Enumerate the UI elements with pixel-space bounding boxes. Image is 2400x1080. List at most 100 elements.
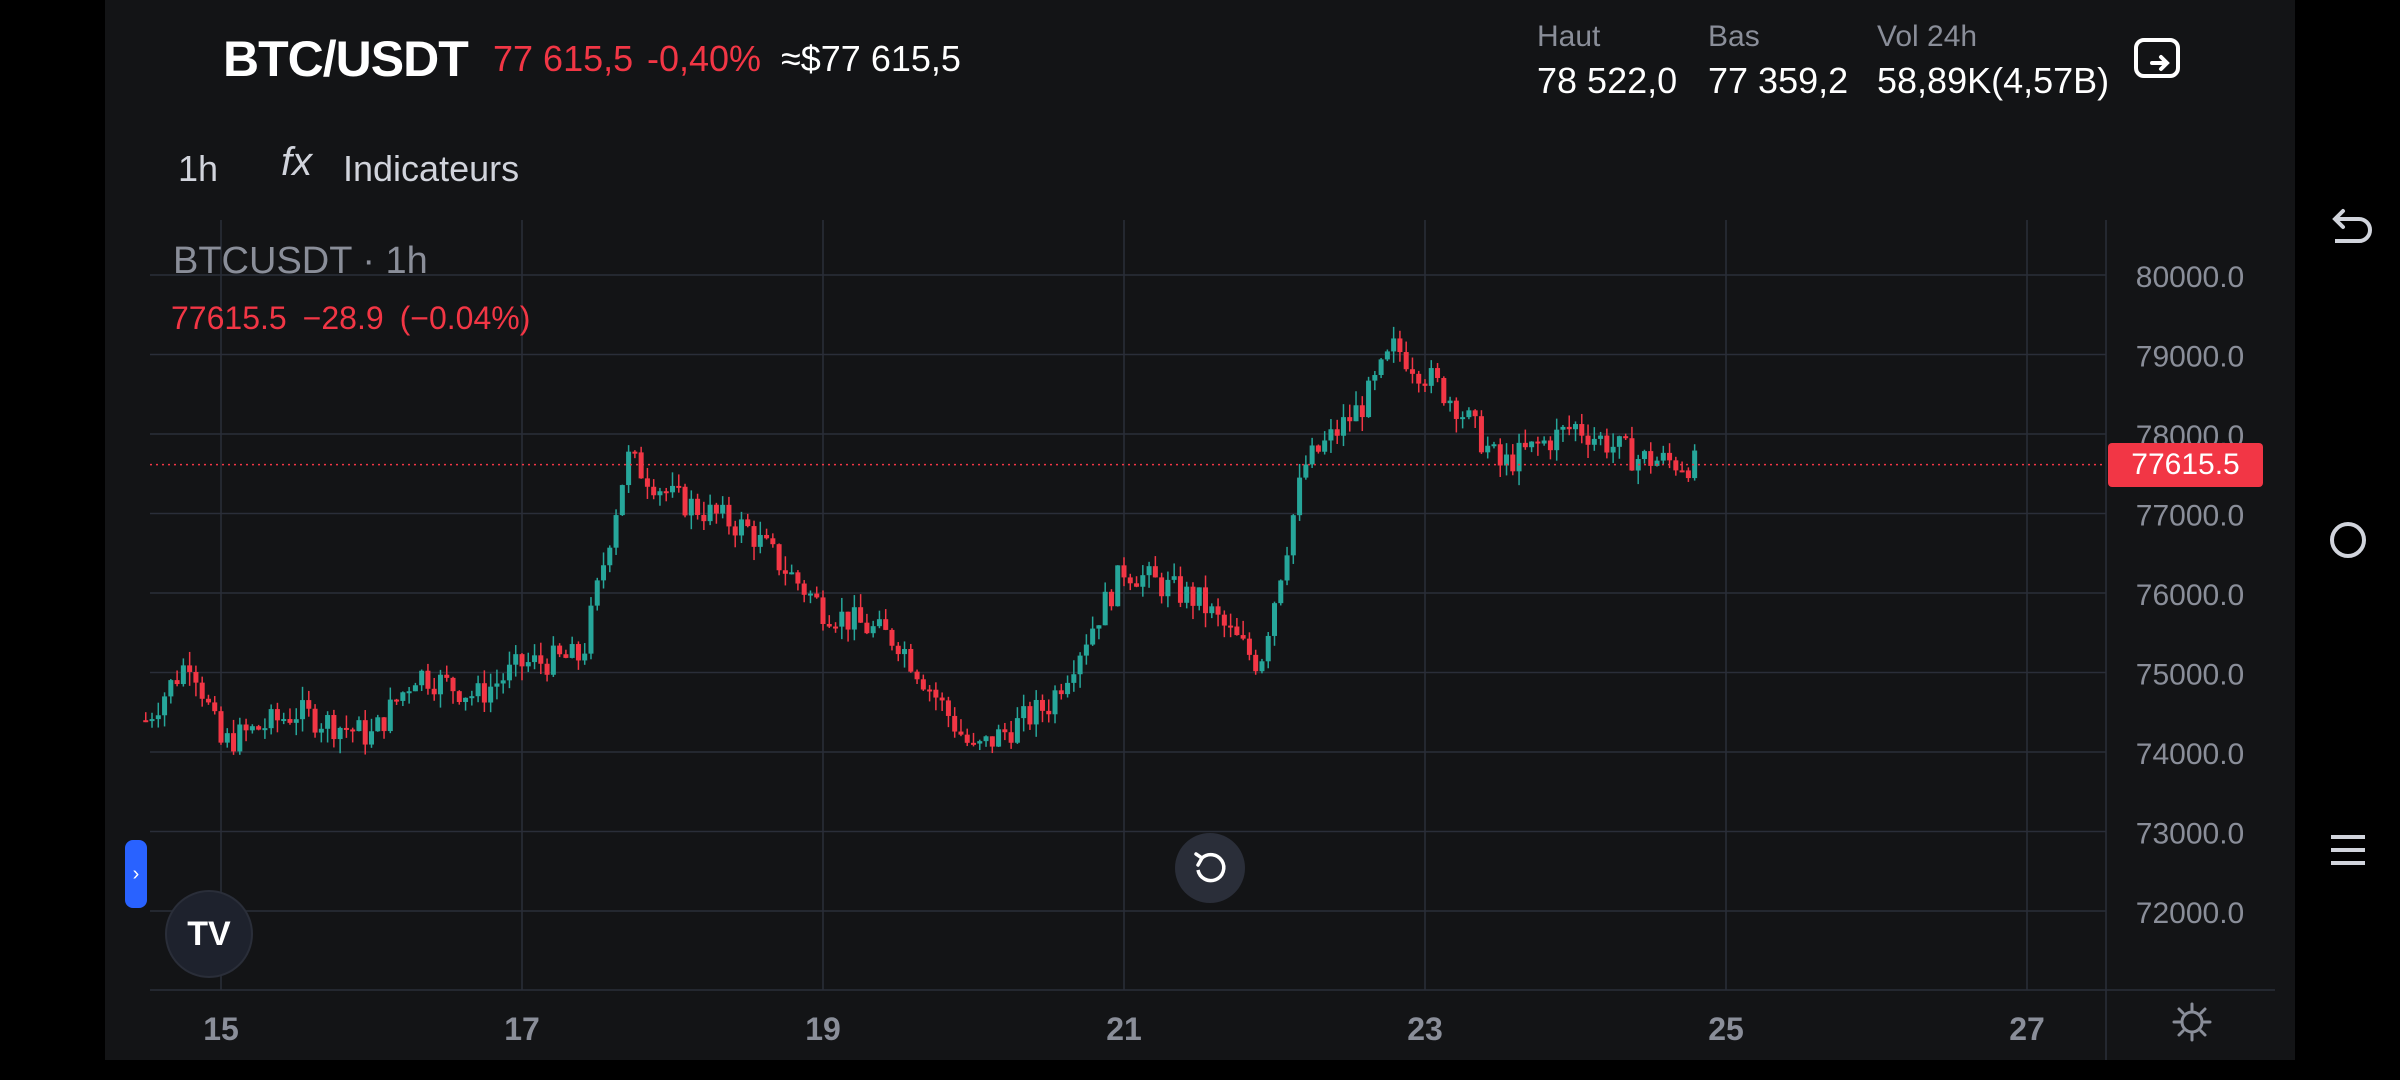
candle-body: [1039, 699, 1045, 711]
candle-body: [381, 717, 387, 732]
candle-body: [224, 733, 230, 743]
candle-body: [300, 700, 306, 720]
candle-body: [1422, 383, 1428, 386]
candle-body: [1579, 424, 1585, 436]
candle-body: [1478, 416, 1484, 453]
candle-body: [1378, 359, 1384, 376]
candle-body: [575, 644, 581, 661]
y-tick-label: 79000.0: [2136, 341, 2244, 374]
candle-body: [1002, 729, 1008, 733]
y-tick-label: 73000.0: [2136, 818, 2244, 851]
high-label: Haut: [1537, 20, 1601, 53]
candle-body: [243, 724, 249, 731]
recents-icon[interactable]: [2323, 825, 2373, 875]
candle-body: [1428, 368, 1434, 386]
reset-icon[interactable]: [1175, 833, 1245, 903]
candle-body: [989, 736, 995, 747]
candle-body: [1134, 583, 1140, 587]
candle-body: [1021, 706, 1027, 719]
candle-body: [1272, 603, 1277, 636]
candle-body: [632, 451, 638, 454]
candle-body: [469, 696, 475, 699]
price-chart[interactable]: 80000.079000.078000.077000.076000.075000…: [105, 0, 2295, 1060]
candle-body: [1504, 454, 1510, 466]
candle-body: [463, 697, 469, 702]
candle-body: [1460, 417, 1466, 420]
candle-body: [1146, 566, 1152, 576]
candle-body: [619, 485, 625, 516]
candle-body: [494, 683, 500, 687]
candle-body: [1679, 470, 1685, 473]
candle-body: [1077, 655, 1083, 675]
low-label: Bas: [1708, 20, 1760, 53]
candle-body: [1685, 470, 1691, 479]
candle-body: [1529, 441, 1535, 448]
price-change: -0,40%: [647, 38, 762, 79]
candle-body: [1265, 635, 1271, 662]
candle-body: [1610, 446, 1616, 453]
home-icon[interactable]: [2323, 515, 2373, 565]
candle-body: [168, 680, 174, 697]
current-price-tag: 77615.5: [2108, 443, 2263, 487]
candle-body: [1096, 625, 1102, 629]
pair-title[interactable]: BTC/USDT: [223, 31, 469, 87]
candle-body: [312, 708, 318, 733]
candle-body: [1485, 445, 1491, 453]
candle-body: [387, 699, 393, 732]
candle-body: [971, 742, 976, 745]
candle-body: [563, 654, 569, 658]
candle-body: [651, 486, 657, 496]
candle-body: [1171, 576, 1177, 580]
gear-icon[interactable]: [2170, 1000, 2214, 1044]
candle-body: [1328, 429, 1334, 441]
back-icon[interactable]: [2323, 205, 2373, 255]
chart-app: BTC/USDT 77 615,5 -0,40% ≈$77 615,5 Haut…: [105, 0, 2295, 1060]
candle-body: [1234, 626, 1240, 636]
candle-body: [964, 734, 970, 743]
candle-body: [594, 580, 600, 606]
indicators-icon[interactable]: fx: [281, 140, 313, 184]
screenshot-icon[interactable]: [2132, 36, 2182, 80]
candle-body: [199, 682, 205, 699]
chart-legend-values: 77615.5 −28.9 (−0.04%): [171, 300, 546, 337]
candle-body: [356, 720, 362, 732]
candle-body: [1359, 405, 1365, 418]
x-tick-label: 23: [1407, 1011, 1443, 1047]
candle-body: [807, 593, 813, 596]
candle-body: [143, 720, 149, 723]
candle-body: [557, 645, 563, 655]
candle-body: [431, 688, 437, 695]
candle-body: [1397, 338, 1403, 353]
candle-body: [745, 519, 751, 527]
candle-body: [1347, 417, 1353, 422]
candle-body: [1554, 429, 1560, 451]
candle-body: [437, 674, 443, 695]
timeframe-button[interactable]: 1h: [178, 148, 219, 189]
indicators-button[interactable]: Indicateurs: [343, 148, 520, 189]
candle-body: [607, 547, 613, 566]
candle-body: [1535, 441, 1541, 444]
chart-legend-title: BTCUSDT · 1h: [173, 240, 428, 283]
candle-body: [1403, 352, 1409, 370]
candle-body: [939, 697, 945, 701]
tradingview-logo[interactable]: TV: [165, 890, 253, 978]
candle-body: [1240, 635, 1246, 639]
drawing-panel-toggle[interactable]: ›: [125, 840, 147, 908]
candle-body: [732, 526, 738, 536]
candle-body: [256, 726, 262, 730]
candle-body: [789, 572, 795, 575]
candle-body: [657, 491, 663, 496]
candle-body: [1692, 450, 1698, 479]
candle-body: [1184, 586, 1190, 603]
legend-separator: ·: [351, 240, 386, 282]
candle-body: [525, 662, 531, 667]
candle-body: [237, 724, 243, 752]
candle-body: [1215, 606, 1221, 615]
candle-body: [394, 699, 400, 702]
candle-body: [155, 715, 161, 720]
candle-body: [268, 709, 274, 729]
volume-label: Vol 24h: [1877, 20, 1978, 53]
candle-body: [456, 691, 462, 702]
legend-change-pct: (−0.04%): [399, 300, 531, 336]
candle-body: [362, 720, 368, 745]
